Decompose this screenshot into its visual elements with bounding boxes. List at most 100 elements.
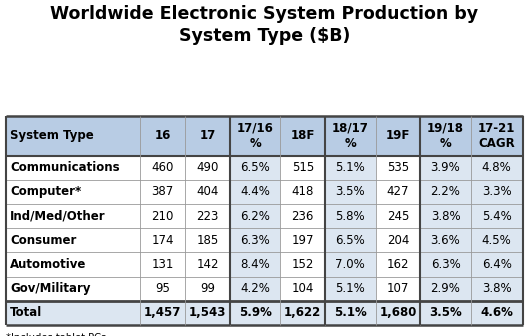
- Bar: [6, 116, 140, 156]
- Text: 99: 99: [200, 282, 215, 295]
- Bar: [280, 252, 325, 277]
- Bar: [6, 228, 140, 252]
- Bar: [140, 204, 185, 228]
- Text: 19/18
%: 19/18 %: [427, 122, 464, 150]
- Bar: [185, 180, 230, 204]
- Text: Communications: Communications: [10, 161, 120, 174]
- Text: 3.5%: 3.5%: [335, 185, 365, 198]
- Text: 3.3%: 3.3%: [482, 185, 512, 198]
- Bar: [230, 204, 280, 228]
- Bar: [325, 180, 376, 204]
- Text: Worldwide Electronic System Production by
System Type ($B): Worldwide Electronic System Production b…: [50, 5, 479, 45]
- Text: 3.8%: 3.8%: [482, 282, 512, 295]
- Bar: [376, 301, 421, 325]
- Text: 515: 515: [291, 161, 314, 174]
- Text: 204: 204: [387, 234, 409, 247]
- Text: 3.6%: 3.6%: [431, 234, 460, 247]
- Bar: [280, 301, 325, 325]
- Bar: [376, 180, 421, 204]
- Bar: [6, 277, 140, 301]
- Text: Consumer: Consumer: [10, 234, 76, 247]
- Text: 6.5%: 6.5%: [240, 161, 270, 174]
- Bar: [421, 301, 471, 325]
- Bar: [471, 277, 523, 301]
- Bar: [471, 156, 523, 180]
- Text: Total: Total: [10, 306, 42, 319]
- Bar: [230, 228, 280, 252]
- Bar: [140, 277, 185, 301]
- Bar: [325, 252, 376, 277]
- Text: 1,622: 1,622: [284, 306, 322, 319]
- Text: 7.0%: 7.0%: [335, 258, 365, 271]
- Text: 17/16
%: 17/16 %: [237, 122, 273, 150]
- Text: Ind/Med/Other: Ind/Med/Other: [10, 210, 106, 222]
- Text: System Type: System Type: [10, 129, 94, 142]
- Text: 4.4%: 4.4%: [240, 185, 270, 198]
- Bar: [140, 228, 185, 252]
- Text: 107: 107: [387, 282, 409, 295]
- Text: Automotive: Automotive: [10, 258, 86, 271]
- Bar: [185, 116, 230, 156]
- Text: 223: 223: [196, 210, 219, 222]
- Bar: [421, 252, 471, 277]
- Text: 535: 535: [387, 161, 409, 174]
- Bar: [230, 180, 280, 204]
- Bar: [421, 228, 471, 252]
- Bar: [376, 156, 421, 180]
- Bar: [230, 277, 280, 301]
- Bar: [140, 252, 185, 277]
- Text: 5.1%: 5.1%: [335, 282, 365, 295]
- Bar: [280, 116, 325, 156]
- Bar: [280, 204, 325, 228]
- Text: 236: 236: [291, 210, 314, 222]
- Text: 427: 427: [387, 185, 409, 198]
- Bar: [280, 228, 325, 252]
- Bar: [230, 116, 280, 156]
- Bar: [6, 252, 140, 277]
- Text: 4.6%: 4.6%: [480, 306, 513, 319]
- Bar: [6, 180, 140, 204]
- Bar: [471, 116, 523, 156]
- Text: 3.5%: 3.5%: [429, 306, 462, 319]
- Bar: [471, 180, 523, 204]
- Text: 5.9%: 5.9%: [239, 306, 271, 319]
- Bar: [185, 301, 230, 325]
- Text: 18F: 18F: [290, 129, 315, 142]
- Text: 1,680: 1,680: [379, 306, 417, 319]
- Bar: [280, 156, 325, 180]
- Bar: [376, 116, 421, 156]
- Text: 387: 387: [152, 185, 174, 198]
- Bar: [376, 252, 421, 277]
- Bar: [325, 277, 376, 301]
- Bar: [471, 204, 523, 228]
- Bar: [230, 156, 280, 180]
- Bar: [230, 301, 280, 325]
- Bar: [376, 277, 421, 301]
- Text: 174: 174: [151, 234, 174, 247]
- Bar: [280, 180, 325, 204]
- Text: 6.2%: 6.2%: [240, 210, 270, 222]
- Text: 6.4%: 6.4%: [482, 258, 512, 271]
- Bar: [325, 228, 376, 252]
- Text: 460: 460: [152, 161, 174, 174]
- Text: 5.8%: 5.8%: [335, 210, 365, 222]
- Text: 17: 17: [199, 129, 216, 142]
- Bar: [325, 156, 376, 180]
- Text: 104: 104: [291, 282, 314, 295]
- Text: 4.2%: 4.2%: [240, 282, 270, 295]
- Text: 6.3%: 6.3%: [240, 234, 270, 247]
- Text: 95: 95: [156, 282, 170, 295]
- Bar: [185, 252, 230, 277]
- Text: 162: 162: [387, 258, 409, 271]
- Bar: [471, 228, 523, 252]
- Bar: [185, 228, 230, 252]
- Text: 131: 131: [152, 258, 174, 271]
- Bar: [140, 301, 185, 325]
- Text: 490: 490: [196, 161, 219, 174]
- Text: 418: 418: [291, 185, 314, 198]
- Bar: [421, 156, 471, 180]
- Text: 3.9%: 3.9%: [431, 161, 460, 174]
- Text: 2.9%: 2.9%: [431, 282, 460, 295]
- Text: 152: 152: [291, 258, 314, 271]
- Text: 6.3%: 6.3%: [431, 258, 460, 271]
